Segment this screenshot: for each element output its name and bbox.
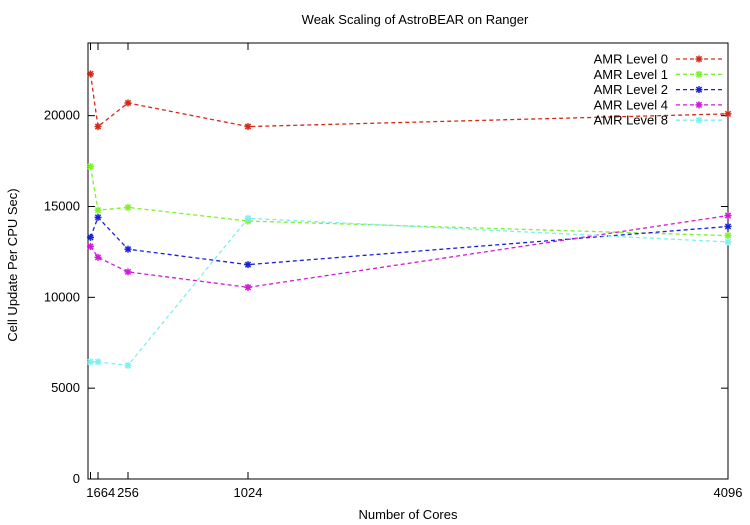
data-point: [724, 222, 732, 230]
marker-stroke: [87, 234, 94, 241]
marker-stroke: [94, 214, 102, 221]
data-point: [124, 245, 132, 253]
data-point: [724, 110, 732, 118]
data-point: [87, 163, 94, 171]
data-point: [244, 261, 252, 269]
marker-stroke: [244, 123, 252, 130]
marker-stroke: [87, 358, 94, 365]
legend-label: AMR Level 1: [594, 67, 668, 82]
data-point: [94, 206, 102, 214]
data-point: [87, 233, 94, 241]
x-tick-label: 1024: [234, 485, 263, 500]
data-point: [124, 361, 132, 369]
marker-stroke: [124, 362, 132, 369]
y-tick-label: 20000: [44, 108, 80, 123]
series-amr-level-4: [87, 212, 732, 291]
plot-frame: [87, 42, 729, 480]
y-axis-title: Cell Update Per CPU Sec): [5, 188, 20, 341]
data-point: [724, 232, 732, 240]
data-point: [87, 70, 94, 78]
data-point: [695, 86, 703, 94]
marker-stroke: [94, 206, 102, 214]
data-point: [124, 203, 132, 211]
marker-stroke: [244, 215, 252, 222]
marker-stroke: [87, 163, 94, 170]
series-layer: [87, 70, 732, 369]
marker-stroke: [87, 70, 94, 78]
marker-stroke: [124, 99, 132, 107]
x-tick-label: 16: [86, 485, 100, 500]
data-point: [94, 253, 102, 261]
data-point: [695, 116, 703, 124]
marker-stroke: [124, 246, 132, 253]
marker-stroke: [724, 238, 732, 246]
data-point: [244, 214, 252, 222]
x-tick-label: 256: [117, 485, 139, 500]
data-point: [724, 212, 732, 220]
data-point: [124, 99, 132, 107]
data-point: [695, 55, 703, 63]
legend-label: AMR Level 4: [594, 97, 668, 112]
legend-label: AMR Level 8: [594, 113, 668, 128]
series-line: [89, 214, 729, 288]
marker-stroke: [724, 110, 732, 118]
marker-stroke: [124, 204, 132, 211]
series-amr-level-0: [87, 70, 732, 131]
marker-stroke: [695, 71, 703, 78]
data-point: [87, 242, 94, 250]
data-point: [244, 123, 252, 131]
marker-stroke: [244, 284, 252, 291]
marker-stroke: [724, 232, 732, 239]
data-point: [94, 358, 102, 366]
marker-stroke: [724, 212, 732, 219]
marker-stroke: [695, 117, 703, 124]
marker-stroke: [695, 86, 703, 93]
marker-stroke: [87, 243, 94, 250]
legend-label: AMR Level 2: [594, 82, 668, 97]
marker-stroke: [94, 123, 102, 130]
marker-stroke: [124, 268, 132, 276]
series-line: [89, 166, 729, 237]
x-axis: 16 64 256 1024 4096: [86, 43, 742, 500]
x-axis-title: Number of Cores: [359, 507, 458, 522]
marker-stroke: [94, 254, 102, 261]
data-point: [695, 70, 703, 78]
x-tick-label: 4096: [714, 485, 743, 500]
series-line: [90, 217, 729, 367]
marker-stroke: [94, 358, 102, 365]
marker-stroke: [695, 55, 703, 63]
marker-stroke: [695, 101, 703, 109]
series-line: [89, 216, 729, 266]
chart-title: Weak Scaling of AstroBEAR on Ranger: [302, 12, 529, 27]
data-point: [244, 283, 252, 291]
y-axis: 0 5000 10000 15000 20000: [44, 108, 728, 486]
marker-stroke: [724, 223, 732, 230]
y-tick-label: 15000: [44, 199, 80, 214]
y-tick-label: 5000: [51, 380, 80, 395]
x-tick-label: 64: [101, 485, 115, 500]
data-point: [124, 268, 132, 276]
legend-label: AMR Level 0: [594, 52, 668, 67]
series-amr-level-8: [87, 214, 732, 369]
data-point: [94, 123, 102, 131]
data-point: [695, 101, 703, 109]
y-tick-label: 0: [73, 471, 80, 486]
y-tick-label: 10000: [44, 289, 80, 304]
series-amr-level-1: [87, 163, 732, 240]
data-point: [724, 238, 732, 246]
data-point: [87, 358, 94, 366]
marker-stroke: [244, 261, 252, 268]
series-amr-level-2: [87, 213, 732, 269]
data-point: [94, 213, 102, 221]
